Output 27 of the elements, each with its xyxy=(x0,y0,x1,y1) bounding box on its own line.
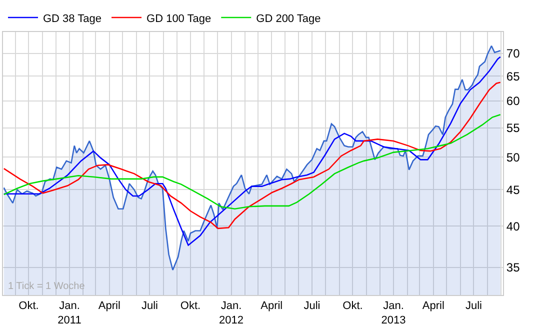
legend-label: GD 200 Tage xyxy=(256,12,321,25)
x-tick-label: Jan. 2013 xyxy=(381,300,406,326)
line-series xyxy=(3,82,501,230)
y-tick-label: 70 xyxy=(506,46,520,60)
legend-label: GD 100 Tage xyxy=(146,12,212,25)
y-tick-label: 60 xyxy=(506,94,520,108)
line-series xyxy=(3,56,501,246)
x-tick-label: Juli xyxy=(304,300,320,312)
x-tick-label: Jan. 2012 xyxy=(219,300,244,326)
annotation: 1 Tick = 1 Woche xyxy=(8,281,86,292)
y-tick-label: 55 xyxy=(506,120,520,135)
x-tick-label: Okt. xyxy=(180,300,201,312)
line-series xyxy=(3,114,501,210)
x-tick-label: Okt. xyxy=(18,300,39,312)
y-tick-label: 35 xyxy=(506,260,520,275)
x-tick-label: Okt. xyxy=(342,300,363,312)
y-tick-label: 65 xyxy=(506,69,520,84)
x-tick-label: Juli xyxy=(141,300,158,312)
y-tick-label: 50 xyxy=(506,150,520,164)
y-tick-label: 40 xyxy=(506,219,520,234)
x-tick-label: April xyxy=(98,300,120,312)
legend-label: GD 38 Tage xyxy=(43,12,102,25)
x-tick-label: April xyxy=(422,300,444,312)
y-tick-label: 45 xyxy=(506,182,520,197)
x-tick-label: April xyxy=(260,300,283,312)
x-tick-label: Juli xyxy=(465,300,482,312)
x-tick-label: Jan. 2011 xyxy=(58,300,82,326)
